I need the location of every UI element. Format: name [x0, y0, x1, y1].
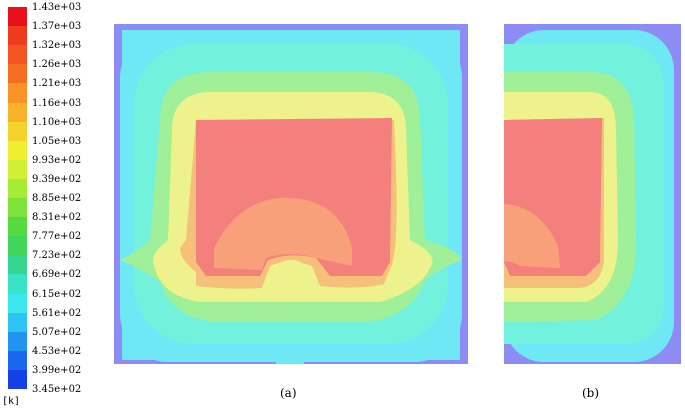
- legend-swatch: [8, 159, 27, 180]
- legend-swatch: [8, 274, 27, 294]
- legend-tick-label: 4.53e+02: [32, 345, 82, 357]
- legend-tick-label: 1.26e+03: [32, 59, 82, 71]
- legend-tick-label: 6.15e+02: [32, 288, 82, 300]
- legend-tick-label: 1.43e+03: [32, 2, 82, 13]
- legend-swatch: [8, 45, 27, 65]
- yellow-spot-a: [271, 260, 311, 292]
- contour-plot-b: [504, 24, 681, 364]
- legend-swatch: [8, 331, 27, 352]
- legend-tick-label: 7.23e+02: [32, 250, 82, 262]
- salmon-dome-b: [504, 204, 560, 268]
- contour-plot-a: [114, 24, 468, 364]
- legend-tick-label: 5.61e+02: [32, 307, 82, 319]
- legend-swatch: [8, 369, 27, 390]
- legend-tick-label: 1.32e+03: [32, 40, 82, 52]
- legend-swatch: [8, 64, 27, 84]
- legend-swatch: [8, 293, 27, 314]
- legend-swatch: [8, 312, 27, 333]
- legend-swatch: [8, 236, 27, 256]
- color-legend: 1.43e+03 1.37e+03 1.32e+03 1.26e+03 1.21e+03…: [0, 0, 110, 411]
- legend-tick-label: 8.31e+02: [32, 212, 82, 224]
- legend-tick-label: 1.21e+03: [32, 78, 82, 90]
- legend-tick-label: 1.10e+03: [32, 116, 82, 128]
- legend-swatch: [8, 198, 27, 218]
- legend-unit: [k]: [2, 396, 21, 407]
- legend-swatch: [8, 350, 27, 371]
- salmon-dome-a: [214, 197, 352, 270]
- legend-swatch: [8, 255, 27, 275]
- bottom-notch-a: [276, 347, 304, 364]
- legend-tick-label: 3.99e+02: [32, 364, 82, 376]
- legend-tick-label: 6.69e+02: [32, 269, 82, 281]
- legend-tick-label: 9.93e+02: [32, 154, 82, 166]
- legend-swatch: [8, 83, 27, 103]
- legend-tick-label: 1.37e+03: [32, 21, 82, 33]
- legend-swatch: [8, 26, 27, 46]
- caption-a: (a): [280, 386, 297, 400]
- legend-tick-label: 3.45e+02: [32, 384, 82, 395]
- legend-swatch: [8, 217, 27, 237]
- legend-tick-label: 7.77e+02: [32, 231, 82, 243]
- legend-tick-label: 1.05e+03: [32, 135, 82, 147]
- legend-swatch: [8, 102, 27, 123]
- legend-tick-label: 9.39e+02: [32, 173, 82, 185]
- caption-b: (b): [582, 386, 600, 400]
- legend-swatch: [8, 178, 27, 199]
- legend-swatch: [8, 121, 27, 142]
- legend-swatch: [8, 140, 27, 161]
- legend-tick-label: 8.85e+02: [32, 193, 82, 204]
- legend-tick-label: 5.07e+02: [32, 326, 82, 338]
- legend-swatch: [8, 7, 27, 27]
- legend-tick-label: 1.16e+03: [32, 97, 82, 109]
